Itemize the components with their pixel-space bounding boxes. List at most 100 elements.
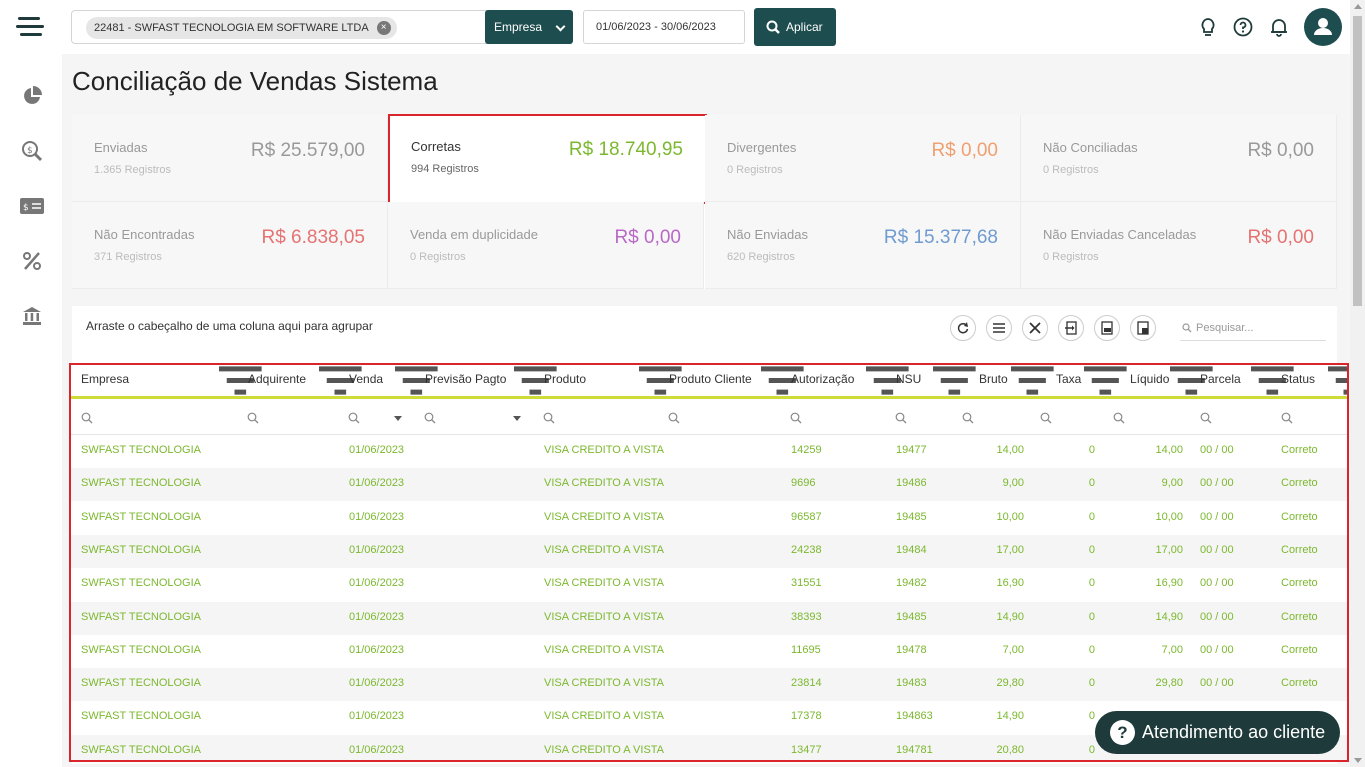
cell-bruto: 10,00 xyxy=(996,510,1024,523)
card-divergentes[interactable]: Divergentes 0 Registros R$ 0,00 xyxy=(705,115,1021,202)
column-header-bruto[interactable]: Bruto xyxy=(979,372,1008,386)
filter-row[interactable] xyxy=(71,402,1347,435)
help-icon[interactable] xyxy=(1233,17,1253,37)
search-icon[interactable] xyxy=(1281,412,1293,424)
filter-icon[interactable] xyxy=(319,365,362,396)
filter-icon[interactable] xyxy=(1170,365,1213,396)
search-icon[interactable] xyxy=(424,412,436,424)
filter-icon[interactable] xyxy=(866,365,909,396)
scroll-up-icon[interactable] xyxy=(1354,4,1362,9)
cell-nsu: 19483 xyxy=(896,677,927,690)
page-scrollbar[interactable] xyxy=(1350,0,1365,767)
export-excel-button[interactable] xyxy=(1130,315,1156,341)
column-header-nsu[interactable]: NSU xyxy=(896,372,922,386)
search-icon[interactable] xyxy=(543,412,555,424)
column-header-parcela[interactable]: Parcela xyxy=(1200,372,1241,386)
customer-support-button[interactable]: ? Atendimento ao cliente xyxy=(1095,711,1340,754)
caret-down-icon[interactable] xyxy=(394,416,402,421)
table-row[interactable]: SWFAST TECNOLOGIA 01/06/2023 VISA CREDITO … xyxy=(71,701,1347,734)
column-header-previsao-pagto[interactable]: Previsão Pagto xyxy=(425,372,507,386)
export-pdf-button[interactable] xyxy=(1094,315,1120,341)
cell-liquido: 10,00 xyxy=(1155,510,1183,523)
card-nao-enviadas-canceladas[interactable]: Não Enviadas Canceladas 0 Registros R$ 0… xyxy=(1021,202,1337,289)
filter-icon[interactable] xyxy=(1328,365,1349,396)
refresh-button[interactable] xyxy=(950,315,976,341)
chip-remove-icon[interactable]: × xyxy=(376,21,391,35)
company-chip[interactable]: 22481 - SWFAST TECNOLOGIA EM SOFTWARE LT… xyxy=(86,17,397,39)
table-row[interactable]: SWFAST TECNOLOGIA 01/06/2023 VISA CREDITO … xyxy=(71,502,1347,535)
search-icon[interactable] xyxy=(668,412,680,424)
card-payment-icon[interactable]: $ xyxy=(20,194,44,218)
search-icon[interactable] xyxy=(895,412,907,424)
menu-icon[interactable] xyxy=(16,17,44,39)
table-row[interactable]: SWFAST TECNOLOGIA 01/06/2023 VISA CREDITO … xyxy=(71,534,1347,568)
column-header-venda[interactable]: Venda xyxy=(349,372,384,386)
column-header-produto-cliente[interactable]: Produto Cliente xyxy=(669,372,752,386)
bank-icon[interactable] xyxy=(20,304,44,328)
cell-status: Correto xyxy=(1281,543,1318,556)
card-count: 371 Registros xyxy=(94,251,162,263)
cell-status: Correto xyxy=(1281,610,1318,623)
card-enviadas[interactable]: Enviadas 1.365 Registros R$ 25.579,00 xyxy=(72,115,388,202)
date-range-input[interactable]: 01/06/2023 - 30/06/2023 xyxy=(583,10,745,44)
filter-icon[interactable] xyxy=(514,365,557,396)
card-count: 994 Registros xyxy=(411,163,479,175)
search-icon[interactable] xyxy=(1040,412,1052,424)
table-row[interactable]: SWFAST TECNOLOGIA 01/06/2023 VISA CREDITO … xyxy=(71,635,1347,668)
cell-empresa: SWFAST TECNOLOGIA xyxy=(81,677,202,690)
card-venda-duplicidade[interactable]: Venda em duplicidade 0 Registros R$ 0,00 xyxy=(388,202,704,289)
table-row[interactable]: SWFAST TECNOLOGIA 01/06/2023 VISA CREDITO … xyxy=(71,435,1347,468)
money-search-icon[interactable]: $ xyxy=(20,139,44,163)
cell-status: Correto xyxy=(1281,444,1318,456)
filter-icon[interactable] xyxy=(1011,365,1054,396)
filter-icon[interactable] xyxy=(1084,365,1127,396)
avatar[interactable] xyxy=(1304,8,1342,46)
filter-icon[interactable] xyxy=(219,365,262,396)
column-header-produto[interactable]: Produto xyxy=(544,372,587,386)
card-nao-enviadas[interactable]: Não Enviadas 620 Registros R$ 15.377,68 xyxy=(705,202,1021,289)
search-icon[interactable] xyxy=(1200,412,1212,424)
column-header-liquido[interactable]: Líquido xyxy=(1130,372,1170,386)
search-icon[interactable] xyxy=(1113,412,1125,424)
filter-icon[interactable] xyxy=(639,365,682,396)
table-row[interactable]: SWFAST TECNOLOGIA 01/06/2023 VISA CREDITO … xyxy=(71,668,1347,702)
table-row[interactable]: SWFAST TECNOLOGIA 01/06/2023 VISA CREDITO … xyxy=(71,568,1347,601)
scroll-down-icon[interactable] xyxy=(1354,758,1362,763)
filter-icon[interactable] xyxy=(761,365,804,396)
table-row[interactable]: SWFAST TECNOLOGIA 01/06/2023 VISA CREDITO … xyxy=(71,468,1347,502)
empresa-dropdown[interactable]: Empresa xyxy=(485,10,573,44)
column-header-empresa[interactable]: Empresa xyxy=(81,372,130,386)
table-row[interactable]: SWFAST TECNOLOGIA 01/06/2023 VISA CREDITO … xyxy=(71,601,1347,635)
filter-icon[interactable] xyxy=(1251,365,1294,396)
column-header-status[interactable]: Status xyxy=(1281,372,1316,386)
card-nao-conciliadas[interactable]: Não Conciliadas 0 Registros R$ 0,00 xyxy=(1021,115,1337,202)
cell-produto: VISA CREDITO A VISTA xyxy=(544,477,665,490)
refresh-icon xyxy=(957,322,969,334)
filter-icon[interactable] xyxy=(933,365,976,396)
company-select[interactable]: 22481 - SWFAST TECNOLOGIA EM SOFTWARE LT… xyxy=(71,10,537,44)
column-chooser-button[interactable] xyxy=(986,315,1012,341)
search-icon[interactable] xyxy=(790,412,802,424)
pie-chart-icon[interactable] xyxy=(20,84,44,108)
cell-parcela: 00 / 00 xyxy=(1200,677,1234,690)
search-icon[interactable] xyxy=(247,412,259,424)
column-header-taxa[interactable]: Taxa xyxy=(1056,372,1082,386)
cell-empresa: SWFAST TECNOLOGIA xyxy=(81,743,202,756)
percent-icon[interactable] xyxy=(20,249,44,273)
column-header-autorizacao[interactable]: Autorização xyxy=(791,372,855,386)
search-icon[interactable] xyxy=(348,412,360,424)
scrollbar-thumb[interactable] xyxy=(1353,16,1362,306)
card-nao-encontradas[interactable]: Não Encontradas 371 Registros R$ 6.838,0… xyxy=(72,202,388,289)
apply-button[interactable]: Aplicar xyxy=(754,8,836,46)
bell-icon[interactable] xyxy=(1269,17,1289,37)
search-icon[interactable] xyxy=(962,412,974,424)
export-button[interactable] xyxy=(1058,315,1084,341)
column-header-adquirente[interactable]: Adquirente xyxy=(248,372,307,386)
filter-icon[interactable] xyxy=(395,365,438,396)
lightbulb-icon[interactable] xyxy=(1198,17,1218,37)
clear-filters-button[interactable] xyxy=(1022,315,1048,341)
search-icon[interactable] xyxy=(81,412,93,424)
grid-search-input[interactable]: Pesquisar... xyxy=(1180,315,1326,341)
card-corretas[interactable]: Corretas 994 Registros R$ 18.740,95 xyxy=(388,114,707,204)
caret-down-icon[interactable] xyxy=(513,416,521,421)
